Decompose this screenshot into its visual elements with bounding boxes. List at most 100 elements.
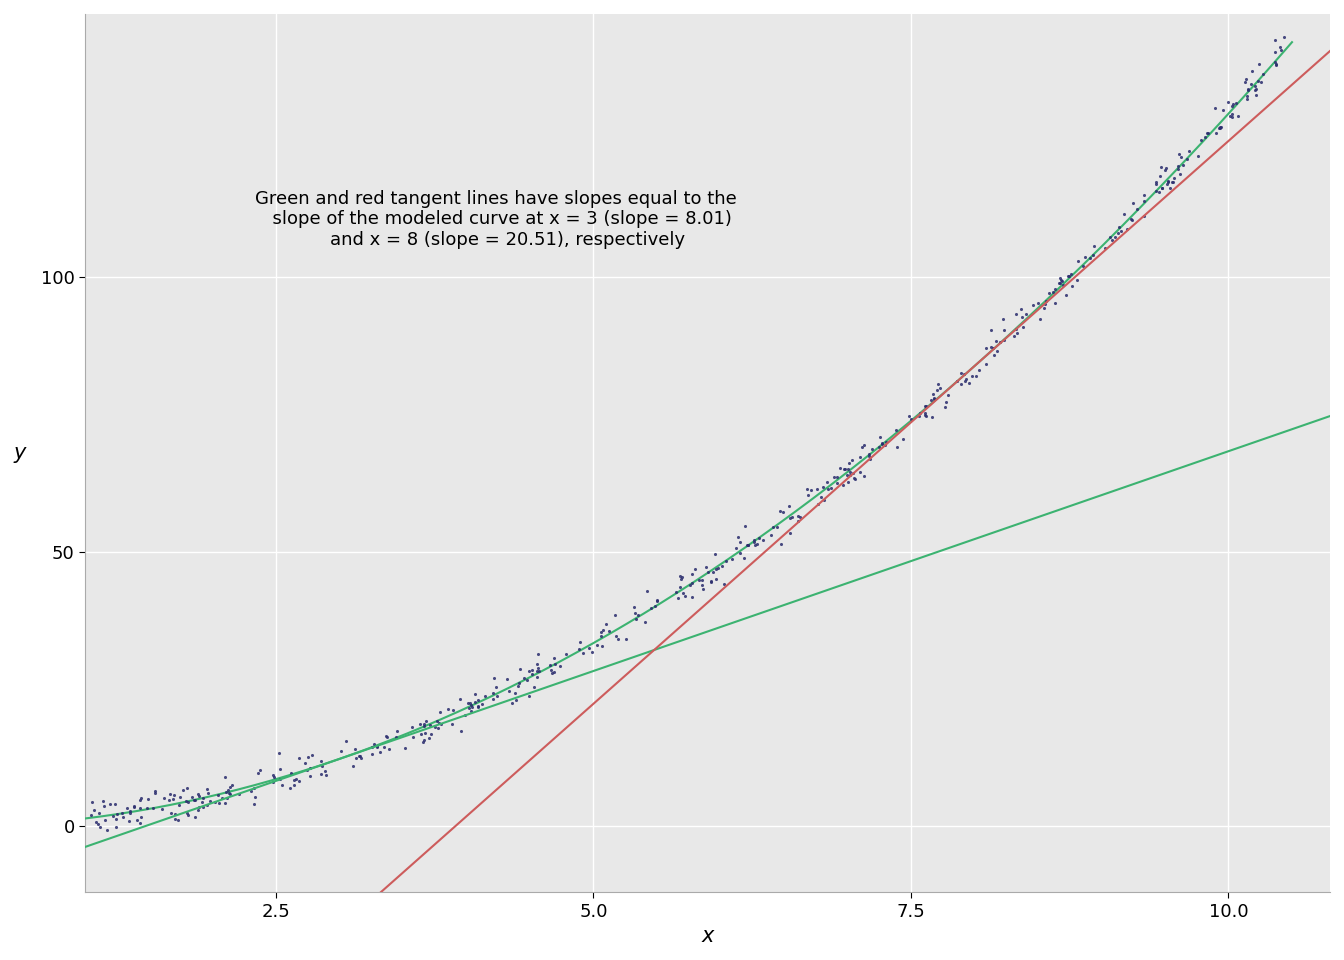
Point [766,519,788,535]
Point [468,699,489,714]
Point [1210,120,1231,135]
Point [1245,82,1266,97]
Point [216,790,238,805]
Point [1004,328,1025,344]
Point [364,736,386,752]
Point [813,479,835,494]
Point [859,448,880,464]
Point [281,765,302,780]
Point [245,790,266,805]
Point [516,673,538,688]
Point [1145,174,1167,189]
Point [1245,78,1266,93]
Point [164,811,185,827]
Point [1099,229,1121,245]
Point [468,699,489,714]
Point [113,809,134,825]
Point [124,798,145,813]
Point [526,657,547,672]
Point [349,749,371,764]
Point [1110,223,1132,238]
Point [843,466,864,481]
Point [625,612,646,627]
Point [375,728,396,743]
Point [83,802,105,817]
Point [981,339,1003,354]
Point [636,584,657,599]
Point [418,731,439,746]
Point [961,368,982,383]
Point [414,732,435,748]
Point [1157,174,1179,189]
Point [508,675,530,690]
Point [192,791,214,806]
Point [1196,125,1218,140]
Point [1066,272,1087,287]
Point [921,393,942,408]
Point [414,726,435,741]
Point [430,716,452,732]
Point [984,348,1005,363]
Point [1005,322,1027,337]
Point [1149,168,1171,183]
Point [839,465,860,480]
Point [1234,75,1255,90]
Point [153,790,175,805]
Point [837,462,859,477]
Point [704,546,726,562]
Point [1152,180,1173,196]
Point [105,820,126,835]
Point [1171,149,1192,164]
Point [934,399,956,415]
Point [727,530,749,545]
Point [81,795,102,810]
Point [853,468,875,484]
Point [177,807,199,823]
Point [862,442,883,457]
Point [474,688,496,704]
Point [1102,232,1124,248]
Point [720,551,742,566]
Point [112,805,133,821]
Y-axis label: y: y [13,443,27,463]
Point [219,779,241,794]
Point [969,362,991,377]
Point [605,608,626,623]
Point [184,793,206,808]
Point [269,745,290,760]
Point [1062,278,1083,294]
Point [374,739,395,755]
Point [922,386,943,401]
Point [857,445,879,461]
Point [460,704,481,719]
Point [982,340,1004,355]
Point [1005,306,1027,322]
Point [360,739,382,755]
Point [1195,130,1216,145]
Point [103,797,125,812]
Point [616,631,637,646]
Point [746,536,767,551]
Point [164,788,185,804]
Point [1250,74,1271,89]
Point [543,664,564,680]
Point [1133,208,1154,224]
Point [915,408,937,423]
Point [270,771,292,786]
Point [316,767,337,782]
Point [1222,96,1243,111]
Point [1034,296,1055,311]
Point [1208,121,1230,136]
Point [749,530,770,545]
Point [172,782,194,798]
Point [262,767,284,782]
Point [130,809,152,825]
Point [851,439,872,454]
Point [1167,158,1188,174]
Point [927,376,949,392]
Point [289,751,310,766]
Point [788,508,809,523]
Point [646,593,668,609]
Point [415,713,437,729]
Point [593,623,614,638]
